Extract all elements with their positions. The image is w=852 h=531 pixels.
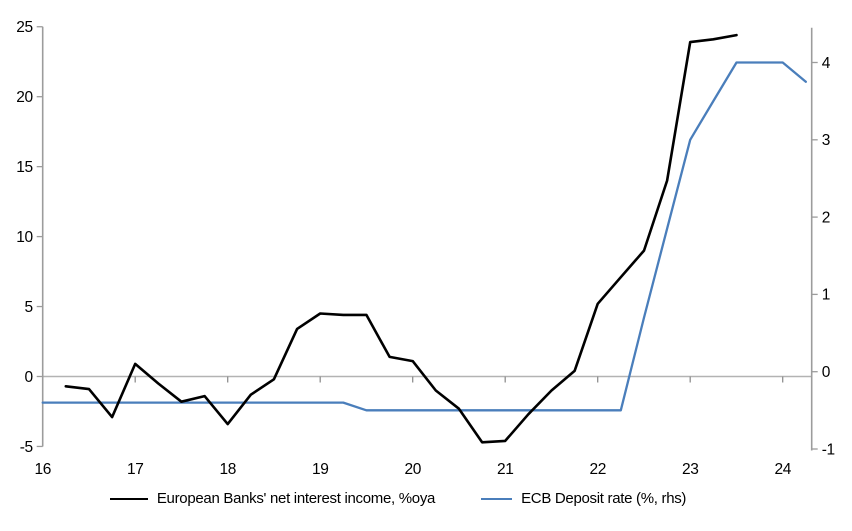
left-axis-tick-label: -5	[20, 439, 33, 456]
right-axis-tick-label: 3	[822, 132, 830, 149]
left-axis-tick-label: 10	[16, 229, 33, 246]
x-axis-tick-label: 20	[404, 461, 421, 478]
legend-swatch-net-interest-income	[109, 497, 148, 500]
left-axis-tick-label: 25	[16, 19, 32, 36]
x-axis-tick-label: 17	[127, 461, 143, 478]
chart-legend: European Banks' net interest income, %oy…	[0, 490, 824, 507]
x-axis-tick-label: 24	[774, 461, 791, 478]
x-axis-tick-label: 18	[219, 461, 235, 478]
left-axis-tick-label: 5	[24, 299, 32, 316]
legend-item-net-interest-income: European Banks' net interest income, %oy…	[109, 490, 436, 507]
x-axis-tick-label: 23	[682, 461, 698, 478]
right-axis-tick-label: 4	[822, 55, 831, 72]
right-axis-tick-label: 0	[822, 364, 831, 381]
legend-label-ecb-deposit-rate: ECB Deposit rate (%, rhs)	[521, 490, 687, 507]
x-axis-tick-label: 16	[34, 461, 50, 478]
x-axis-tick-label: 19	[312, 461, 328, 478]
left-axis-tick-label: 20	[16, 89, 33, 106]
series-line-ecb-deposit-rate	[41, 61, 807, 412]
x-axis-tick-label: 21	[497, 461, 513, 478]
right-axis-tick-label: 2	[822, 209, 830, 226]
x-axis-tick-label: 22	[589, 461, 605, 478]
right-axis-tick-label: 1	[822, 287, 830, 304]
legend-label-net-interest-income: European Banks' net interest income, %oy…	[156, 490, 436, 507]
legend-item-ecb-deposit-rate: ECB Deposit rate (%, rhs)	[481, 490, 686, 507]
left-axis-tick-label: 15	[16, 159, 32, 176]
left-axis-tick-label: 0	[24, 369, 33, 386]
right-axis-tick-label: -1	[822, 441, 835, 458]
series-line-net-interest-income	[64, 33, 738, 444]
legend-swatch-ecb-deposit-rate	[481, 497, 513, 500]
